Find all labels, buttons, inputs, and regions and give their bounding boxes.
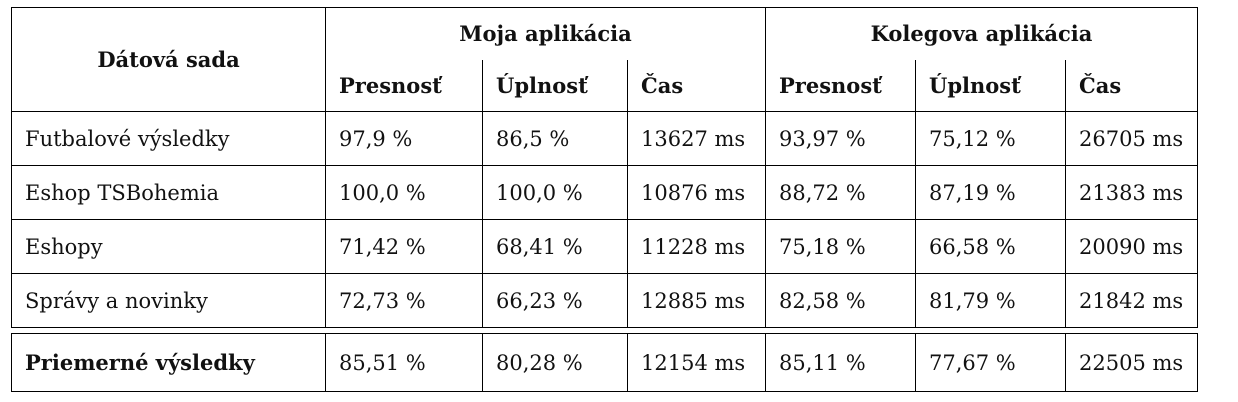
table-cell: 21842 ms — [1065, 273, 1198, 328]
table-cell: 10876 ms — [627, 165, 766, 220]
column-header: Presnosť — [765, 59, 916, 112]
table-cell: 97,9 % — [325, 111, 483, 166]
column-header: Úplnosť — [915, 59, 1066, 112]
group-header-colleague-app: Kolegova aplikácia — [765, 7, 1198, 60]
table-cell: 71,42 % — [325, 219, 483, 274]
table-cell: 88,72 % — [765, 165, 916, 220]
table-cell: 81,79 % — [915, 273, 1066, 328]
column-header: Presnosť — [325, 59, 483, 112]
table-cell: 26705 ms — [1065, 111, 1198, 166]
table-cell: 82,58 % — [765, 273, 916, 328]
dataset-name: Správy a novinky — [11, 273, 326, 328]
table-cell: 75,18 % — [765, 219, 916, 274]
table-cell: 100,0 % — [325, 165, 483, 220]
results-table: Dátová sada Moja aplikácia Kolegova apli… — [11, 7, 1198, 392]
table-row: Eshopy 71,42 % 68,41 % 11228 ms 75,18 % … — [11, 219, 1198, 274]
group-header-my-app: Moja aplikácia — [325, 7, 766, 60]
table-row: Futbalové výsledky 97,9 % 86,5 % 13627 m… — [11, 111, 1198, 166]
table-cell: 77,67 % — [915, 333, 1066, 392]
table-cell: 80,28 % — [482, 333, 628, 392]
table-cell: 12885 ms — [627, 273, 766, 328]
table-cell: 93,97 % — [765, 111, 916, 166]
header-row-groups: Dátová sada Moja aplikácia Kolegova apli… — [11, 7, 1198, 112]
table-cell: 66,58 % — [915, 219, 1066, 274]
dataset-name: Futbalové výsledky — [11, 111, 326, 166]
table-cell: 87,19 % — [915, 165, 1066, 220]
table-cell: 100,0 % — [482, 165, 628, 220]
table-cell: 85,51 % — [325, 333, 483, 392]
table-cell: 72,73 % — [325, 273, 483, 328]
column-header: Úplnosť — [482, 59, 628, 112]
column-header: Čas — [627, 59, 766, 112]
average-row: Priemerné výsledky 85,51 % 80,28 % 12154… — [11, 333, 1198, 392]
table-cell: 20090 ms — [1065, 219, 1198, 274]
table-cell: 21383 ms — [1065, 165, 1198, 220]
table-cell: 86,5 % — [482, 111, 628, 166]
header-row-metrics: Presnosť Úplnosť Čas Presnosť Úplnosť Ča… — [12, 59, 1198, 112]
average-label: Priemerné výsledky — [11, 333, 326, 392]
dataset-name: Eshop TSBohemia — [11, 165, 326, 220]
dataset-column-header: Dátová sada — [11, 7, 326, 112]
results-table-container: Dátová sada Moja aplikácia Kolegova apli… — [11, 7, 1198, 392]
table-cell: 75,12 % — [915, 111, 1066, 166]
table-cell: 12154 ms — [627, 333, 766, 392]
column-header: Čas — [1065, 59, 1198, 112]
table-cell: 22505 ms — [1065, 333, 1198, 392]
table-cell: 11228 ms — [627, 219, 766, 274]
table-cell: 66,23 % — [482, 273, 628, 328]
table-cell: 13627 ms — [627, 111, 766, 166]
table-cell: 68,41 % — [482, 219, 628, 274]
table-cell: 85,11 % — [765, 333, 916, 392]
table-row: Eshop TSBohemia 100,0 % 100,0 % 10876 ms… — [11, 165, 1198, 220]
dataset-name: Eshopy — [11, 219, 326, 274]
table-row: Správy a novinky 72,73 % 66,23 % 12885 m… — [11, 273, 1198, 328]
